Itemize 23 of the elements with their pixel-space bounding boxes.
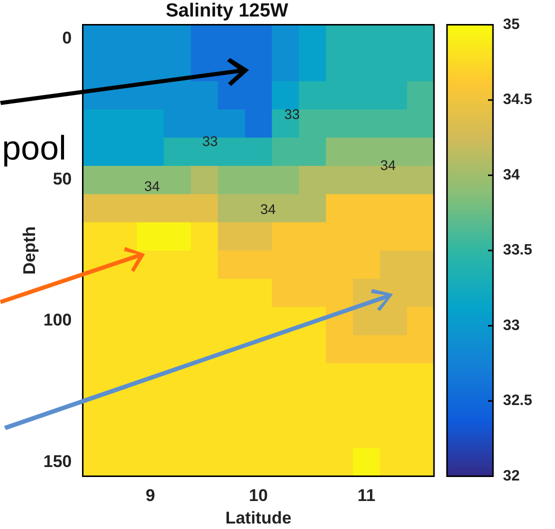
x-tick-label: 11 xyxy=(357,486,376,506)
annotation: 33 xyxy=(202,132,218,149)
x-axis-title: Latitude xyxy=(225,508,292,528)
color-bar-label: 33.5 xyxy=(503,242,532,259)
annotation: 34 xyxy=(380,156,396,173)
color-bar-label: 33 xyxy=(503,316,520,334)
y-tick-label: 100 xyxy=(43,310,72,330)
y-tick-label: 0 xyxy=(62,28,72,48)
x-tick-label: 9 xyxy=(146,486,156,506)
annotation: 34 xyxy=(260,200,276,217)
color-bar-label: 32 xyxy=(503,467,520,484)
chart-title: Salinity 125W xyxy=(166,0,288,22)
y-tick-label: 150 xyxy=(43,452,72,471)
annotation: 34 xyxy=(144,178,160,194)
y-tick-label: 50 xyxy=(52,170,72,189)
color-bar-label: 34.5 xyxy=(503,91,532,108)
annotation: 33 xyxy=(284,106,300,122)
color-bar-label: 35 xyxy=(503,16,520,33)
color-bar-label: 34 xyxy=(503,166,520,184)
color-bar-label: 32.5 xyxy=(503,392,532,410)
x-tick-label: 10 xyxy=(248,486,268,506)
y-axis-title: Depth xyxy=(20,226,39,275)
text: pool xyxy=(2,129,66,168)
